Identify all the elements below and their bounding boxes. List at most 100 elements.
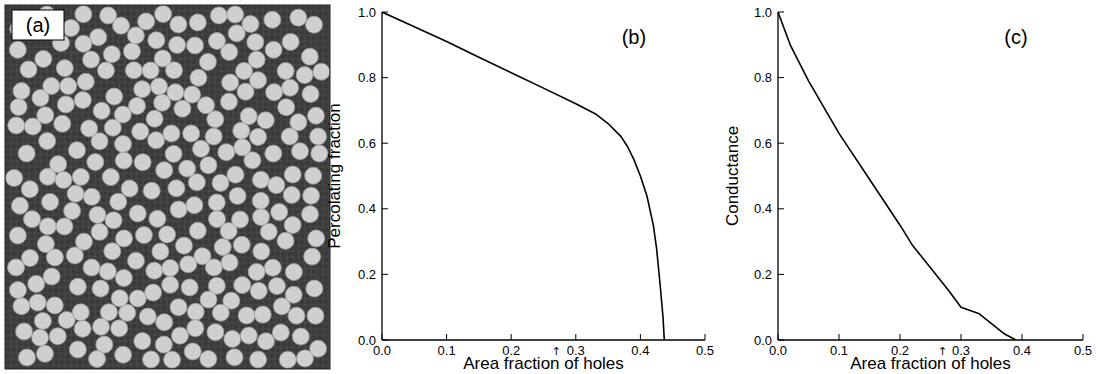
y-tick-label: 1.0: [754, 5, 772, 20]
disk: [39, 133, 56, 150]
y-tick-label: 0.0: [754, 333, 772, 348]
disk: [145, 284, 162, 301]
y-tick-label: 0.6: [358, 136, 376, 151]
disk: [105, 212, 122, 229]
y-tick: [778, 274, 784, 275]
disk: [186, 197, 203, 214]
disk: [115, 136, 132, 153]
mesh-line: [53, 5, 54, 369]
disk: [138, 13, 155, 30]
disk: [199, 53, 216, 70]
disk: [74, 320, 91, 337]
x-axis-title: Area fraction of holes: [463, 354, 624, 373]
disk: [181, 279, 198, 296]
disk: [186, 37, 203, 54]
disk: [103, 46, 120, 63]
disk: [237, 83, 254, 100]
disk: [34, 312, 51, 329]
plot-marks: [778, 12, 1016, 340]
photo-ground: [5, 5, 330, 369]
disk: [134, 81, 151, 98]
disk: [284, 166, 301, 183]
disk: [43, 268, 60, 285]
disk: [83, 188, 100, 205]
disk: [148, 132, 165, 149]
disk: [18, 349, 35, 366]
chart-panel: 0.00.10.20.30.40.50.00.20.40.60.81.0Area…: [325, 5, 714, 374]
disk: [77, 73, 94, 90]
disk: [285, 264, 302, 281]
disk: [35, 50, 52, 67]
y-tick: [778, 77, 784, 78]
disk: [313, 63, 330, 80]
disk: [111, 320, 128, 337]
disk: [37, 107, 54, 124]
disk: [20, 61, 37, 78]
disk: [9, 282, 26, 299]
disk: [6, 170, 23, 187]
disk: [250, 128, 267, 145]
disk: [115, 152, 132, 169]
disk: [152, 243, 169, 260]
disk: [8, 259, 25, 276]
disk: [102, 169, 119, 186]
disk: [69, 341, 86, 358]
disk: [142, 62, 159, 79]
disk: [42, 193, 59, 210]
disk: [200, 351, 217, 368]
disk: [156, 314, 173, 331]
disk: [50, 156, 67, 173]
disk: [224, 330, 241, 347]
disk: [208, 194, 225, 211]
disk: [56, 60, 73, 77]
disk: [123, 43, 140, 60]
disk: [139, 308, 156, 325]
x-tick: [900, 334, 901, 340]
y-tick: [382, 274, 388, 275]
disk: [285, 286, 302, 303]
plot-marks: [382, 12, 664, 340]
marker-arrow: ↑: [938, 345, 947, 358]
disk: [277, 62, 294, 79]
disk: [75, 6, 92, 23]
disk: [129, 205, 146, 222]
disk: [250, 351, 267, 368]
disk: [210, 7, 227, 24]
disk: [248, 263, 265, 280]
disk: [184, 86, 201, 103]
disk: [197, 97, 214, 114]
disk: [292, 328, 309, 345]
x-axis: [778, 339, 1083, 340]
y-tick-label: 0.8: [358, 70, 376, 85]
disk: [229, 187, 246, 204]
y-tick: [382, 143, 388, 144]
x-axis-title: Area fraction of holes: [850, 354, 1011, 373]
disk: [83, 51, 100, 68]
disk: [106, 88, 123, 105]
disk: [253, 243, 270, 260]
disk: [252, 192, 269, 209]
disk: [304, 248, 321, 265]
disk: [222, 74, 239, 91]
disk: [170, 299, 187, 316]
disk: [190, 69, 207, 86]
disk: [254, 306, 271, 323]
disk: [10, 99, 27, 116]
disk: [290, 9, 307, 26]
disk: [205, 259, 222, 276]
photo-frame: [5, 5, 330, 369]
disk: [36, 345, 53, 362]
disk: [81, 120, 98, 137]
disk: [234, 139, 251, 156]
disk: [169, 36, 186, 53]
x-axis: [382, 339, 705, 340]
disk: [113, 17, 130, 34]
disk: [282, 79, 299, 96]
disk: [234, 277, 251, 294]
disk: [228, 25, 245, 42]
disk: [155, 336, 172, 353]
disk: [143, 351, 160, 368]
disk: [148, 32, 165, 49]
x-tick: [1022, 334, 1023, 340]
disk: [115, 346, 132, 363]
